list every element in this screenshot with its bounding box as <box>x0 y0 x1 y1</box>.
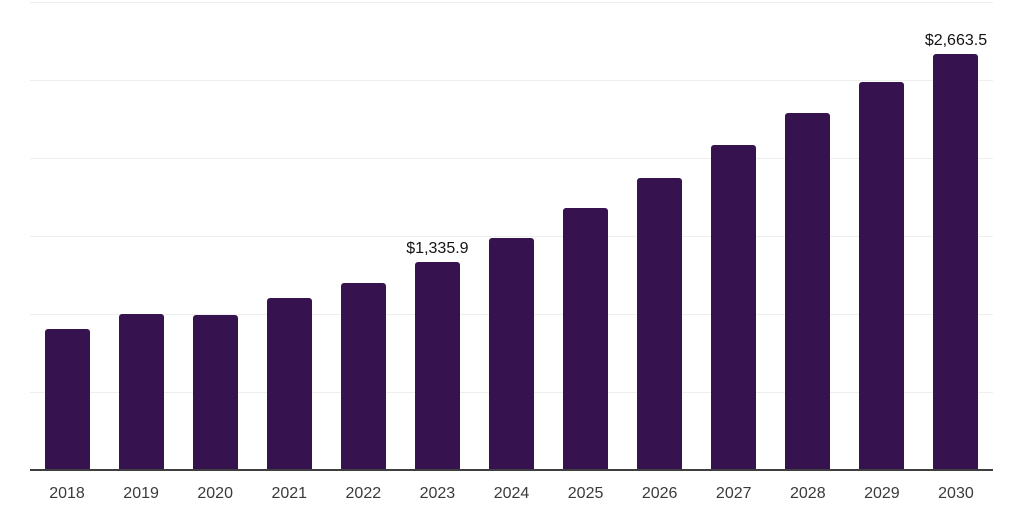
bar-2019 <box>118 314 164 470</box>
x-axis-label: 2029 <box>864 485 900 502</box>
bar-2023 <box>414 261 460 470</box>
x-axis-label: 2022 <box>345 485 382 502</box>
bar-2024 <box>489 237 534 470</box>
bar-2018 <box>44 328 90 470</box>
bar-2026 <box>637 177 683 470</box>
bar-2027 <box>711 144 757 470</box>
bar-2028 <box>785 112 831 470</box>
x-axis-label: 2018 <box>49 485 85 502</box>
x-axis-label: 2021 <box>271 485 308 502</box>
gridline <box>30 236 993 237</box>
x-axis-label: 2025 <box>567 485 604 502</box>
gridline <box>30 2 993 3</box>
gridline <box>30 158 993 159</box>
bar-2029 <box>859 82 905 470</box>
x-axis-label: 2024 <box>493 485 530 502</box>
x-axis-label: 2019 <box>123 485 159 502</box>
bar-2021 <box>266 298 312 470</box>
x-axis-label: 2027 <box>715 485 752 502</box>
x-axis-label: 2020 <box>197 485 233 502</box>
x-axis-label: 2023 <box>419 485 456 502</box>
x-axis-label: 2030 <box>938 485 974 502</box>
bar-2020 <box>192 314 238 470</box>
x-axis-line <box>30 469 993 471</box>
bar-2025 <box>563 207 609 470</box>
value-label: $1,335.9 <box>406 239 469 257</box>
x-axis-label: 2028 <box>790 485 826 502</box>
bar-2030 <box>933 54 979 470</box>
x-axis-label: 2026 <box>641 485 678 502</box>
bar-2022 <box>340 282 386 470</box>
gridline <box>30 80 993 81</box>
value-label: $2,663.5 <box>924 32 988 50</box>
